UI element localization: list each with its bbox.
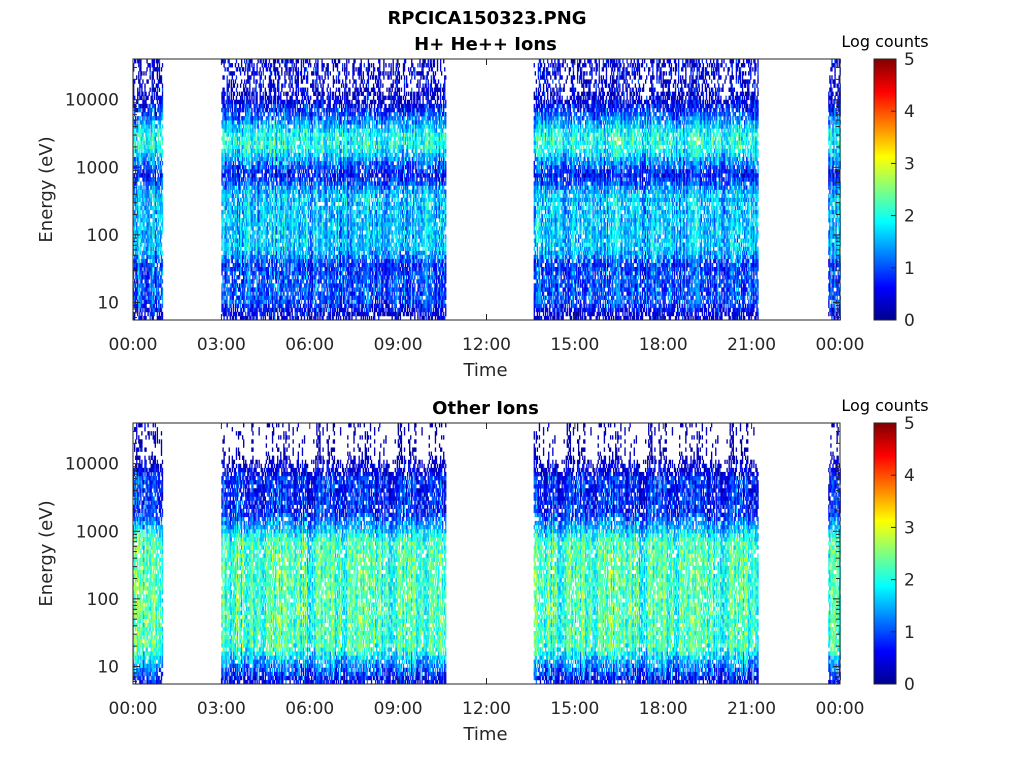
- x-tick-label: 21:00: [727, 699, 776, 719]
- colorbar-tick-label: 3: [904, 154, 915, 174]
- panel-title: Other Ions: [432, 398, 539, 419]
- x-axis-label: Time: [462, 360, 507, 381]
- colorbar-tick-label: 1: [904, 259, 915, 279]
- colorbar-tick-label: 0: [904, 675, 915, 695]
- x-tick-label: 15:00: [550, 335, 599, 355]
- colorbar: [873, 58, 897, 321]
- colorbar-tick-label: 4: [904, 102, 915, 122]
- y-axis-label: Energy (eV): [36, 500, 57, 606]
- colorbar-label: Log counts: [841, 32, 928, 51]
- x-tick-label: 03:00: [197, 335, 246, 355]
- colorbar-tick-label: 3: [904, 518, 915, 538]
- y-axis-label: Energy (eV): [36, 136, 57, 242]
- x-tick-label: 03:00: [197, 699, 246, 719]
- y-tick-label: 100: [87, 590, 119, 610]
- heatmap-cells: [133, 59, 841, 321]
- y-tick-label: 100: [87, 226, 119, 246]
- y-tick-label: 10000: [65, 91, 119, 111]
- colorbar-tick-label: 4: [904, 466, 915, 486]
- x-tick-label: 00:00: [816, 335, 865, 355]
- x-tick-label: 12:00: [462, 699, 511, 719]
- x-tick-label: 00:00: [109, 335, 158, 355]
- x-tick-label: 06:00: [285, 335, 334, 355]
- y-tick-label: 10: [97, 657, 119, 677]
- y-tick-label: 10: [97, 293, 119, 313]
- panel-other-ions: 00:00 03:00 06:00 09:00 12:00 15:00 18:00 21:00…: [36, 396, 929, 745]
- y-tick-label: 1000: [76, 158, 119, 178]
- heatmap-cells: [133, 423, 841, 685]
- panel-title: H+ He++ Ions: [414, 34, 557, 55]
- x-tick-label: 18:00: [639, 699, 688, 719]
- x-axis-label: Time: [462, 724, 507, 745]
- x-tick-label: 12:00: [462, 335, 511, 355]
- colorbar-label: Log counts: [841, 396, 928, 415]
- y-tick-label: 10000: [65, 455, 119, 475]
- x-tick-label: 00:00: [816, 699, 865, 719]
- x-tick-label: 09:00: [374, 335, 423, 355]
- colorbar-tick-label: 2: [904, 571, 915, 591]
- x-tick-label: 21:00: [727, 335, 776, 355]
- colorbar-tick-label: 0: [904, 311, 915, 331]
- x-tick-label: 06:00: [285, 699, 334, 719]
- colorbar-tick-label: 5: [904, 50, 915, 70]
- colorbar: [873, 422, 897, 685]
- figure-title: RPCICA150323.PNG: [387, 8, 586, 29]
- x-tick-label: 09:00: [374, 699, 423, 719]
- x-tick-label: 00:00: [109, 699, 158, 719]
- panel-h-he-ions: 00:00 03:00 06:00 09:00 12:00 15:00 18:00 21:00…: [36, 32, 929, 381]
- x-tick-label: 15:00: [550, 699, 599, 719]
- y-tick-label: 1000: [76, 522, 119, 542]
- colorbar-tick-label: 2: [904, 207, 915, 227]
- colorbar-tick-label: 5: [904, 414, 915, 434]
- colorbar-tick-label: 1: [904, 623, 915, 643]
- x-tick-label: 18:00: [639, 335, 688, 355]
